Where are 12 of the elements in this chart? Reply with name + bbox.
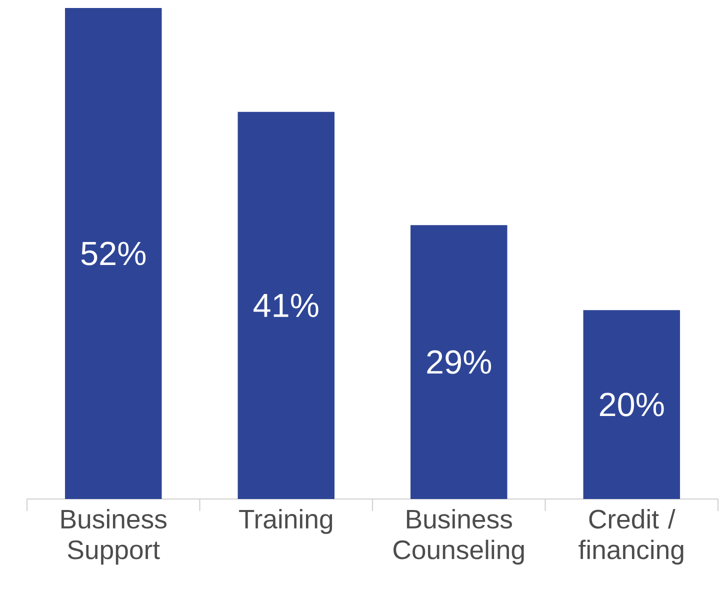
bar: [238, 112, 334, 499]
x-tick-label: Business Support: [61, 509, 166, 565]
bar: [583, 310, 680, 499]
x-tick-label: Training: [239, 509, 332, 534]
bar: [65, 8, 162, 499]
data-label: 20%: [600, 392, 664, 416]
bar: [410, 225, 508, 499]
x-tick-label: Business Counseling: [394, 509, 524, 565]
data-label: 52%: [81, 242, 146, 266]
data-label: 29%: [427, 350, 492, 374]
x-tick-label: Credit / financing: [578, 509, 684, 565]
data-label: 41%: [254, 294, 318, 318]
